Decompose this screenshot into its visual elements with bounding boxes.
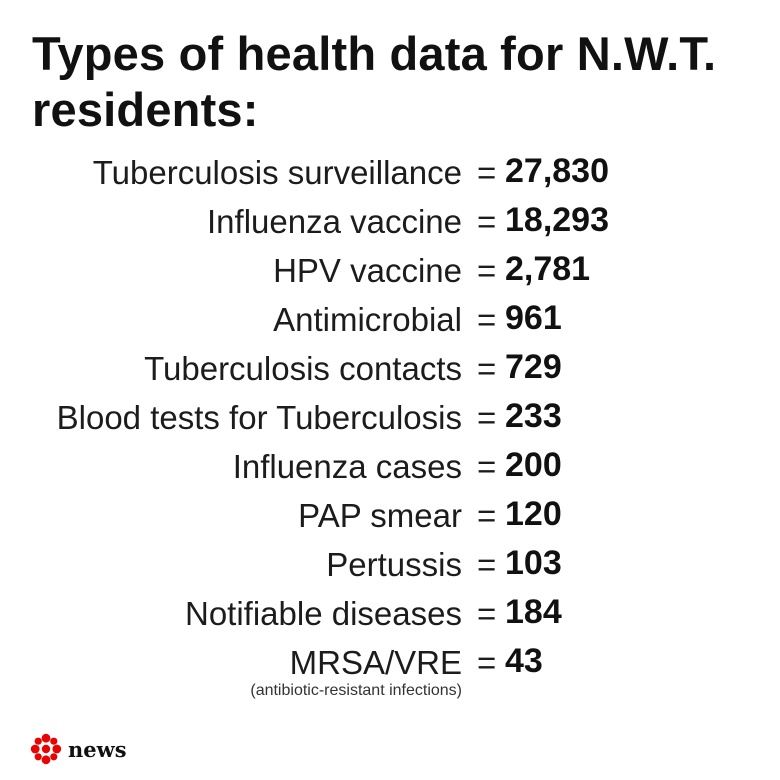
list-item: PAP smear = 120 bbox=[0, 493, 780, 542]
logo-text: news bbox=[68, 736, 127, 762]
row-label: HPV vaccine bbox=[273, 252, 462, 289]
row-label: Tuberculosis surveillance bbox=[92, 154, 462, 191]
row-value: 18,293 bbox=[505, 201, 609, 239]
equals-sign: = bbox=[477, 252, 497, 289]
row-value: 120 bbox=[505, 495, 562, 533]
list-item: MRSA/VRE = 43 bbox=[0, 640, 780, 689]
row-label: MRSA/VRE bbox=[289, 644, 462, 681]
equals-sign: = bbox=[477, 301, 497, 338]
page-title: Types of health data for N.W.T. resident… bbox=[32, 27, 717, 136]
equals-sign: = bbox=[477, 154, 497, 191]
row-label: Influenza vaccine bbox=[207, 203, 462, 240]
equals-sign: = bbox=[477, 203, 497, 240]
list-item: Tuberculosis surveillance = 27,830 bbox=[0, 150, 780, 199]
row-value: 2,781 bbox=[505, 250, 591, 288]
list-item: Blood tests for Tuberculosis = 233 bbox=[0, 395, 780, 444]
row-value: 200 bbox=[505, 446, 562, 484]
list-item: Antimicrobial = 961 bbox=[0, 297, 780, 346]
list-item: HPV vaccine = 2,781 bbox=[0, 248, 780, 297]
footnote: (antibiotic-resistant infections) bbox=[250, 682, 462, 699]
equals-sign: = bbox=[477, 595, 497, 632]
cbc-gem-icon bbox=[30, 733, 62, 765]
list-item: Influenza cases = 200 bbox=[0, 444, 780, 493]
row-value: 43 bbox=[505, 642, 543, 680]
cbc-news-logo: news bbox=[30, 732, 127, 766]
row-label: Pertussis bbox=[326, 546, 462, 583]
row-label: PAP smear bbox=[298, 497, 462, 534]
row-value: 961 bbox=[505, 299, 562, 337]
row-value: 27,830 bbox=[505, 152, 609, 190]
list-item: Influenza vaccine = 18,293 bbox=[0, 199, 780, 248]
equals-sign: = bbox=[477, 546, 497, 583]
row-label: Antimicrobial bbox=[273, 301, 462, 338]
list-item: Notifiable diseases = 184 bbox=[0, 591, 780, 640]
data-list: Tuberculosis surveillance = 27,830 Influ… bbox=[0, 150, 780, 689]
row-label: Influenza cases bbox=[232, 448, 462, 485]
equals-sign: = bbox=[477, 497, 497, 534]
list-item: Pertussis = 103 bbox=[0, 542, 780, 591]
row-label: Blood tests for Tuberculosis bbox=[56, 399, 462, 436]
row-label: Tuberculosis contacts bbox=[144, 350, 462, 387]
equals-sign: = bbox=[477, 644, 497, 681]
row-value: 233 bbox=[505, 397, 562, 435]
row-label: Notifiable diseases bbox=[185, 595, 462, 632]
row-value: 729 bbox=[505, 348, 562, 386]
equals-sign: = bbox=[477, 350, 497, 387]
row-value: 103 bbox=[505, 544, 562, 582]
equals-sign: = bbox=[477, 399, 497, 436]
equals-sign: = bbox=[477, 448, 497, 485]
list-item: Tuberculosis contacts = 729 bbox=[0, 346, 780, 395]
row-value: 184 bbox=[505, 593, 562, 631]
